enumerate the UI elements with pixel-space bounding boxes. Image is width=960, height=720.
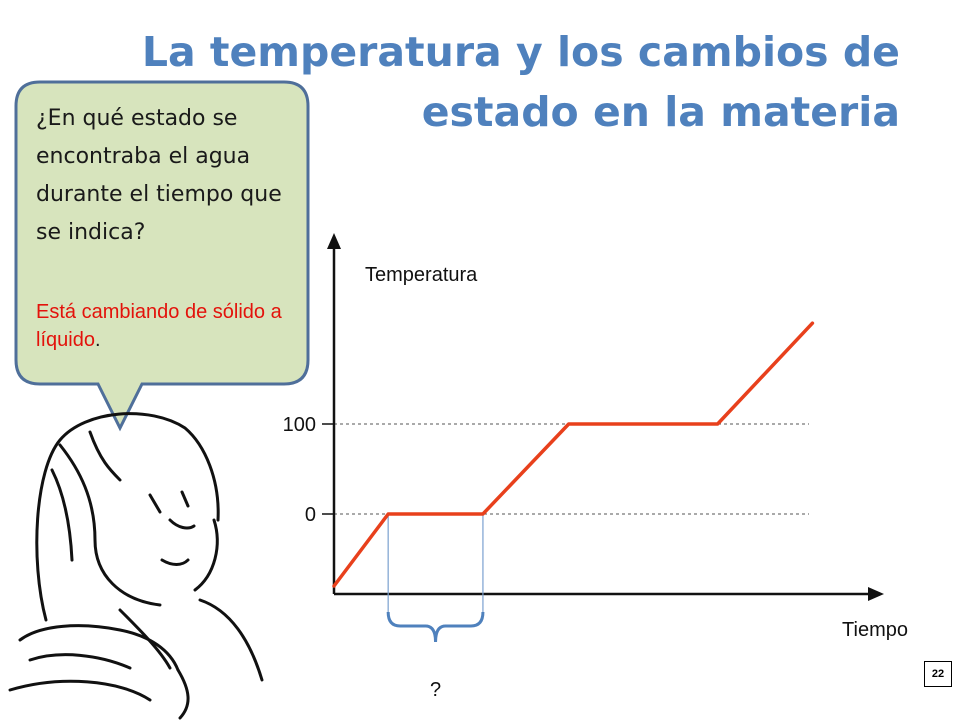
temperature-chart: 0 100 Temperatura Tiempo? [283, 233, 908, 701]
title-line-1: La temperatura y los cambios de [141, 28, 900, 76]
y-tick-label: 0 [305, 504, 316, 526]
bubble-answer-period: . [94, 329, 101, 351]
x-axis-arrow [868, 587, 884, 601]
bubble-answer-text: Está cambiando de sólido a líquido [36, 301, 282, 351]
y-tick-label: 100 [283, 414, 316, 436]
y-axis-arrow [327, 233, 341, 249]
thinking-person-illustration [8, 412, 264, 720]
temperature-series-line [332, 321, 815, 588]
x-axis-label: Tiempo [842, 619, 908, 641]
page-number: 22 [924, 661, 952, 687]
speech-bubble [14, 80, 310, 432]
interval-brace [386, 611, 485, 643]
bubble-answer: Está cambiando de sólido a líquido. [36, 298, 286, 354]
interval-label: ? [430, 679, 441, 701]
slide-title: La temperatura y los cambios de estado e… [140, 22, 900, 142]
title-line-2: estado en la materia [421, 88, 900, 136]
bubble-question: ¿En qué estado se encontraba el agua dur… [36, 106, 282, 245]
y-axis-label: Temperatura [365, 264, 478, 286]
